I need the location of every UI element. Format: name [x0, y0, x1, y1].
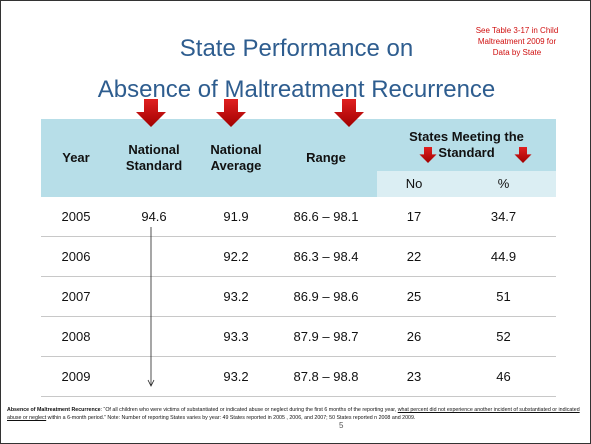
- cell: 46: [451, 356, 556, 397]
- page-number: 5: [339, 421, 344, 430]
- arrow-head: [147, 379, 155, 387]
- row: 2005 94.6 91.9 86.6 – 98.1 17 34.7: [41, 197, 556, 237]
- subheader: %: [451, 171, 556, 197]
- cell: 25: [377, 276, 451, 317]
- note: See Table 3-17 in Child Maltreatment 200…: [475, 26, 559, 57]
- cell: 94.6: [111, 197, 197, 237]
- subheader: No: [377, 171, 451, 197]
- cell: 93.2: [197, 276, 275, 317]
- cell: 86.6 – 98.1: [275, 197, 377, 237]
- cell: 93.2: [197, 356, 275, 397]
- header: Range: [275, 119, 377, 197]
- footnote-term: Absence of Maltreatment Recurrence: [7, 407, 101, 413]
- cell: [111, 236, 197, 277]
- cell: 93.3: [197, 316, 275, 357]
- header: National Average: [197, 119, 275, 197]
- header: Year: [41, 119, 111, 197]
- cell: 52: [451, 316, 556, 357]
- cell: 26: [377, 316, 451, 357]
- cell: 2009: [41, 356, 111, 397]
- cell: 2006: [41, 236, 111, 277]
- red-arrow: [334, 99, 364, 127]
- cell: 2007: [41, 276, 111, 317]
- cell: 51: [451, 276, 556, 317]
- cell: 86.3 – 98.4: [275, 236, 377, 277]
- cell: 22: [377, 236, 451, 277]
- row: 2006 92.2 86.3 – 98.4 22 44.9: [41, 236, 556, 277]
- cell: 86.9 – 98.6: [275, 276, 377, 317]
- title: State Performance on: [179, 35, 414, 62]
- footnote-text: within a 6-month period.” Note: Number o…: [46, 415, 416, 421]
- cell: 2008: [41, 316, 111, 357]
- footnote-underlined: what percent did not experience another …: [7, 407, 580, 421]
- cell: 23: [377, 356, 451, 397]
- row: 2008 93.3 87.9 – 98.7 26 52: [41, 316, 556, 357]
- red-arrow: [514, 147, 532, 163]
- cell: [111, 316, 197, 357]
- cell: 2005: [41, 197, 111, 237]
- header: National Standard: [111, 119, 197, 197]
- cell: 87.8 – 98.8: [275, 356, 377, 397]
- footnote: Absence of Maltreatment Recurrence: “Of …: [7, 406, 587, 422]
- table: Year National Standard National Average …: [41, 119, 556, 397]
- cell: 44.9: [451, 236, 556, 277]
- cell: [111, 276, 197, 317]
- header: States Meeting the Standard: [377, 119, 556, 171]
- title: Absence of Maltreatment Recurrence: [97, 76, 496, 103]
- row: 2007 93.2 86.9 – 98.6 25 51: [41, 276, 556, 317]
- red-arrow: [216, 99, 246, 127]
- cell: 91.9: [197, 197, 275, 237]
- cell: 87.9 – 98.7: [275, 316, 377, 357]
- cell: 92.2: [197, 236, 275, 277]
- cell: 34.7: [451, 197, 556, 237]
- cell: 17: [377, 197, 451, 237]
- red-arrow: [419, 147, 437, 163]
- row: 2009 93.2 87.8 – 98.8 23 46: [41, 356, 556, 397]
- red-arrow: [136, 99, 166, 127]
- footnote-text: : “Of all children who were victims of s…: [100, 407, 398, 413]
- cell: [111, 356, 197, 397]
